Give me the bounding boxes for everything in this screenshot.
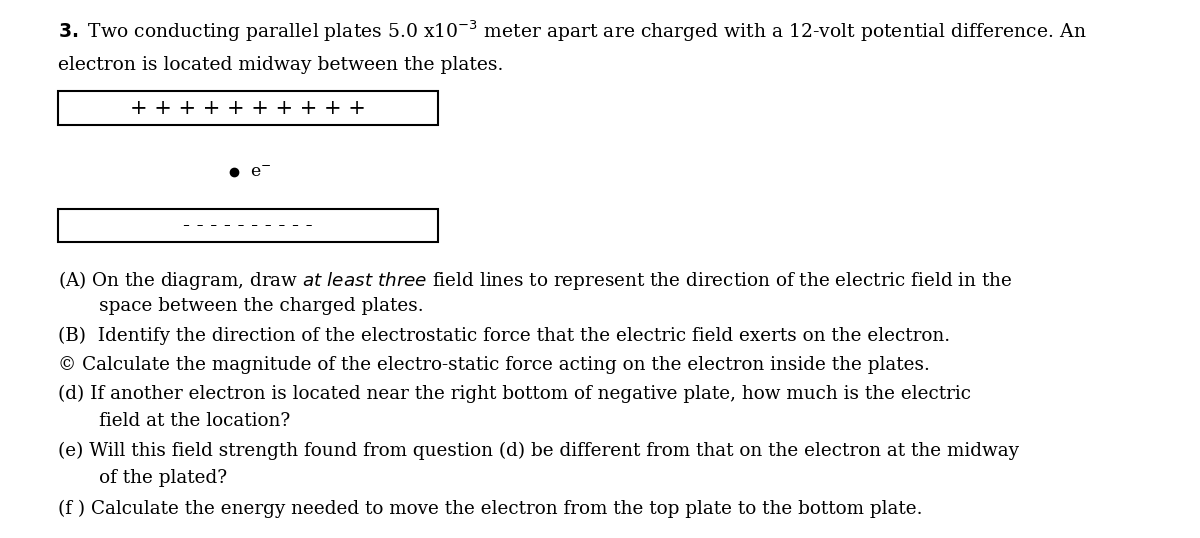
Text: (d) If another electron is located near the right bottom of negative plate, how : (d) If another electron is located near … [58, 385, 971, 403]
Text: (B)  Identify the direction of the electrostatic force that the electric field e: (B) Identify the direction of the electr… [58, 327, 949, 345]
Bar [58, 91, 438, 125]
Text: e$^{-}$: e$^{-}$ [250, 164, 271, 181]
Text: of the plated?: of the plated? [58, 469, 227, 487]
Text: (A) On the diagram, draw $\it{at\ least\ three}$ field lines to represent the di: (A) On the diagram, draw $\it{at\ least\… [58, 269, 1012, 292]
Text: (f ) Calculate the energy needed to move the electron from the top plate to the : (f ) Calculate the energy needed to move… [58, 499, 922, 518]
Text: $\mathbf{3.}$ Two conducting parallel plates 5.0 x10$^{-3}$ meter apart are char: $\mathbf{3.}$ Two conducting parallel pl… [58, 19, 1086, 44]
Bar [58, 209, 438, 242]
Text: - - - - - - - - - -: - - - - - - - - - - [182, 216, 313, 235]
Text: space between the charged plates.: space between the charged plates. [58, 297, 424, 315]
Text: (e) Will this field strength found from question (d) be different from that on t: (e) Will this field strength found from … [58, 442, 1019, 461]
Text: © Calculate the magnitude of the electro-static force acting on the electron ins: © Calculate the magnitude of the electro… [58, 356, 930, 374]
Text: + + + + + + + + + +: + + + + + + + + + + [130, 98, 366, 118]
Text: field at the location?: field at the location? [58, 412, 290, 429]
Text: electron is located midway between the plates.: electron is located midway between the p… [58, 56, 503, 74]
